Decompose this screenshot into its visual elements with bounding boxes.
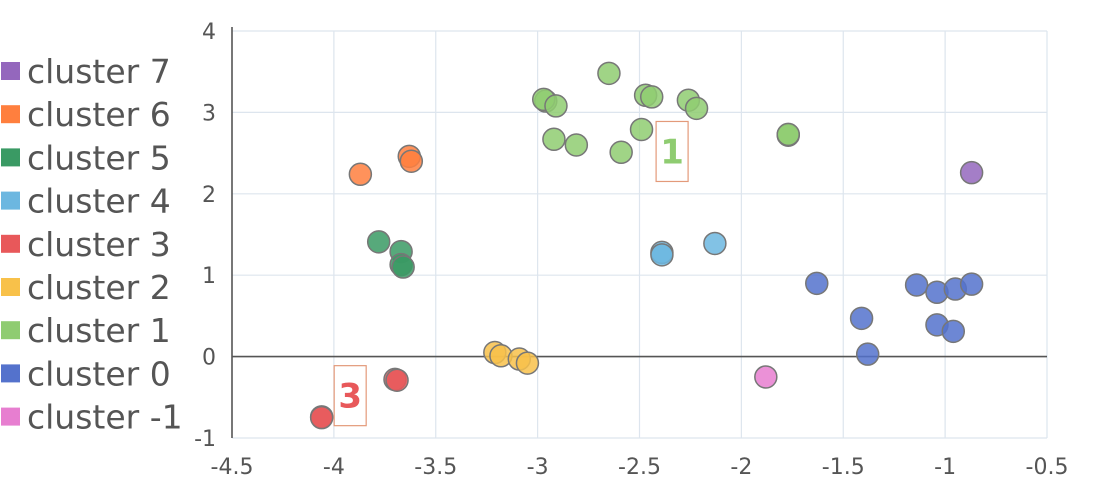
cluster-0-point (959, 272, 984, 296)
cluster-0-point (904, 273, 929, 297)
legend-swatch (1, 278, 20, 296)
legend-swatch (1, 191, 20, 210)
legend[interactable]: cluster 7 cluster 6 cluster 5 cluster 4 clus… (1, 52, 183, 437)
cluster-0-point (855, 342, 880, 366)
x-tick-label: -3 (527, 455, 549, 480)
annotations: 13 (333, 120, 689, 427)
legend-label: cluster 4 (27, 182, 171, 221)
cluster-3-point (309, 405, 334, 430)
legend-label: cluster -1 (27, 398, 183, 437)
legend-label: cluster 6 (27, 95, 171, 134)
cluster-1-point (564, 133, 589, 157)
legend-label: cluster 0 (27, 354, 171, 393)
legend-label: cluster 7 (27, 52, 171, 91)
legend-label: cluster 2 (27, 268, 171, 307)
cluster-5-point (391, 255, 415, 279)
legend-swatch (1, 105, 20, 124)
legend-swatch (1, 321, 20, 340)
axes (231, 27, 1047, 438)
legend-swatch (1, 62, 20, 80)
cluster-1-point (542, 127, 566, 152)
cluster-0-point (805, 271, 829, 296)
cluster-6-point (399, 149, 424, 173)
x-tick-label: -4 (323, 455, 345, 480)
legend-item-cluster-3[interactable]: cluster 3 (1, 225, 171, 264)
cluster-0-point (849, 306, 874, 331)
cluster-5-point (366, 230, 391, 254)
x-tick-label: -1.5 (822, 455, 865, 480)
legend-label: cluster 3 (27, 225, 171, 264)
cluster-1-point (609, 140, 633, 165)
y-tick-label: 2 (202, 183, 216, 208)
cluster-1-point (544, 94, 568, 118)
x-tick-label: -4.5 (211, 455, 254, 480)
data-points (309, 61, 984, 430)
legend-item-cluster-2[interactable]: cluster 2 (1, 268, 171, 307)
cluster-4-point (703, 231, 727, 256)
annotation-label: 3 (338, 377, 362, 417)
cluster-1-point (776, 122, 800, 147)
y-tick-labels: -1 0 1 2 3 4 (194, 20, 216, 452)
cluster-1-point (639, 85, 664, 109)
annotation-box (333, 365, 367, 427)
legend-item-cluster-6[interactable]: cluster 6 (1, 95, 171, 134)
legend-label: cluster 1 (27, 311, 171, 350)
legend-item-cluster-0[interactable]: cluster 0 (1, 354, 171, 393)
x-tick-label: -1 (934, 455, 956, 480)
legend-swatch (1, 234, 20, 253)
x-tick-labels: -4.5 -4 -3.5 -3 -2.5 -2 -1.5 -1 -0.5 (211, 455, 1069, 480)
x-tick-label: -2.5 (618, 455, 661, 480)
legend-swatch (1, 148, 20, 167)
cluster-6-point (348, 162, 373, 187)
cluster-4-point (650, 243, 674, 267)
cluster-1-point (629, 117, 654, 142)
x-tick-label: -3.5 (414, 455, 457, 480)
cluster-0-point (941, 319, 966, 344)
legend-item-cluster-5[interactable]: cluster 5 (1, 138, 171, 177)
cluster-3-point (385, 368, 409, 392)
legend-item-cluster-4[interactable]: cluster 4 (1, 182, 171, 221)
cluster-1-point (684, 96, 709, 121)
y-tick-label: 1 (202, 264, 216, 289)
legend-item-cluster-1[interactable]: cluster 1 (1, 311, 171, 350)
legend-label: cluster 5 (27, 138, 171, 177)
annotation-box (655, 120, 689, 183)
legend-item-cluster-7[interactable]: cluster 7 (1, 52, 171, 91)
y-tick-label: 0 (202, 346, 216, 371)
legend-item-cluster--1[interactable]: cluster -1 (1, 398, 183, 437)
y-tick-label: -1 (194, 427, 216, 452)
annotation-label: 1 (660, 132, 684, 172)
legend-swatch (1, 364, 20, 383)
x-tick-label: -0.5 (1026, 455, 1069, 480)
cluster-7-point (959, 160, 984, 185)
cluster-2-point (515, 351, 540, 375)
y-tick-label: 4 (202, 20, 216, 45)
cluster--1-point (754, 365, 778, 389)
x-tick-label: -2 (730, 455, 752, 480)
legend-swatch (1, 407, 20, 426)
y-tick-label: 3 (202, 101, 216, 126)
cluster-1-point (597, 61, 621, 86)
